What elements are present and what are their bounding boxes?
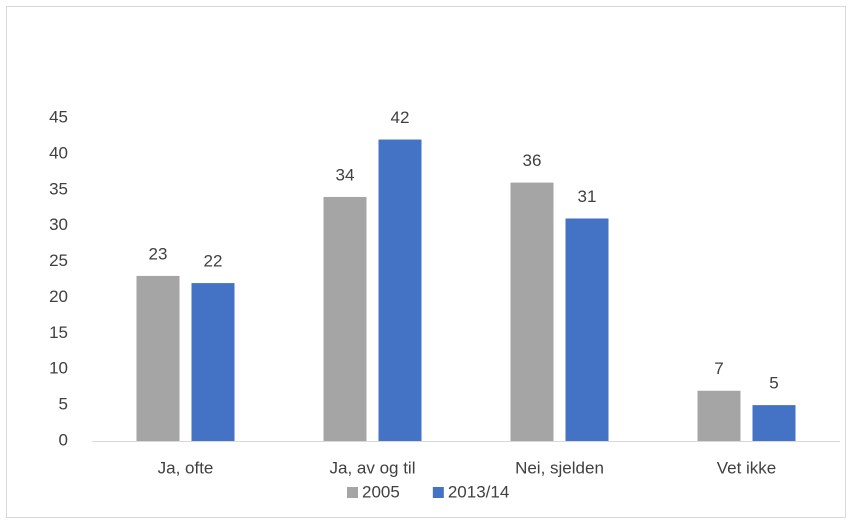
data-label: 5	[769, 374, 778, 393]
y-tick-label: 25	[49, 251, 68, 270]
x-tick-label: Ja, av og til	[330, 458, 416, 477]
y-tick-label: 0	[59, 430, 68, 449]
data-label: 34	[336, 165, 355, 184]
bar	[378, 139, 422, 442]
y-tick-label: 35	[49, 179, 68, 198]
bar	[752, 405, 796, 441]
y-tick-label: 40	[49, 143, 68, 162]
bar	[510, 182, 554, 441]
legend-label: 2005	[362, 482, 400, 501]
data-label: 22	[204, 252, 223, 271]
data-label: 31	[578, 187, 597, 206]
y-tick-label: 10	[49, 359, 68, 378]
data-label: 7	[714, 359, 723, 378]
bar	[136, 275, 180, 441]
data-label: 23	[149, 244, 168, 263]
y-tick-label: 45	[49, 107, 68, 126]
legend-label: 2013/14	[448, 482, 509, 501]
bar	[191, 283, 235, 441]
y-tick-label: 15	[49, 323, 68, 342]
x-tick-label: Ja, ofte	[158, 458, 214, 477]
data-label: 42	[391, 108, 410, 127]
legend-swatch	[432, 487, 444, 498]
y-tick-label: 5	[59, 395, 68, 414]
y-tick-label: 20	[49, 287, 68, 306]
y-tick-label: 30	[49, 215, 68, 234]
bar	[323, 196, 367, 441]
bar	[697, 390, 741, 441]
data-label: 36	[523, 151, 542, 170]
legend-swatch	[347, 487, 358, 498]
x-tick-label: Nei, sjelden	[515, 458, 604, 477]
bar	[565, 218, 609, 441]
x-tick-label: Vet ikke	[717, 458, 777, 477]
